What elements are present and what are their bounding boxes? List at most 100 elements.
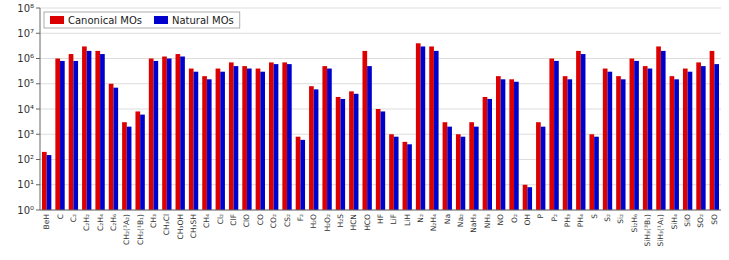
legend: Canonical MOs Natural MOs <box>44 12 240 28</box>
tick-label: CH₂(¹B₁) <box>136 214 145 245</box>
bar <box>527 187 532 210</box>
tick-mark <box>36 159 40 160</box>
bar <box>501 79 506 210</box>
tick-label: N₂ <box>416 214 425 223</box>
bar <box>389 134 394 210</box>
y-axis: 10⁰10¹10²10³10⁴10⁵10⁶10⁷10⁸ <box>17 3 40 216</box>
bar <box>154 61 159 210</box>
bar <box>621 79 626 210</box>
bar <box>714 64 719 210</box>
bar <box>122 122 127 210</box>
tick-mark <box>36 210 40 211</box>
bar <box>421 46 426 210</box>
tick-label: 10⁴ <box>17 104 34 115</box>
bar <box>296 137 301 210</box>
bar <box>354 94 359 210</box>
tick-label: 10¹ <box>17 179 34 190</box>
bar <box>696 62 701 210</box>
tick-mark <box>36 184 40 185</box>
bar <box>229 62 234 210</box>
tick-label: SiH₃(¹A₁) <box>656 214 665 247</box>
bar <box>367 66 372 210</box>
tick-label: F₂ <box>296 214 305 221</box>
tick-label: OH <box>523 214 532 226</box>
bar <box>127 127 132 210</box>
bar <box>180 57 185 210</box>
bar <box>514 82 519 210</box>
bar <box>327 69 332 210</box>
legend-box <box>44 12 240 28</box>
tick-label: 10⁶ <box>17 53 34 64</box>
bar <box>362 51 367 210</box>
tick-label: CH₃OH <box>176 214 185 239</box>
bar <box>135 111 140 210</box>
tick-mark <box>36 109 40 110</box>
legend-label: Canonical MOs <box>68 15 142 26</box>
tick-label: 10³ <box>17 129 34 140</box>
bar <box>661 51 666 210</box>
tick-label: CS₂ <box>283 214 292 227</box>
bar <box>42 152 47 210</box>
tick-label: 10⁸ <box>17 3 34 14</box>
bar <box>376 109 381 210</box>
bar <box>710 51 715 210</box>
tick-label: H₂O₂ <box>323 214 332 232</box>
bar <box>189 69 194 210</box>
x-axis: BeHCC₂C₂H₂C₂H₄C₂H₆CH₂(³A₂)CH₂(¹B₁)CH₃CH₃… <box>42 214 719 247</box>
tick-label: HCO <box>363 214 372 231</box>
bar <box>82 46 87 210</box>
tick-label: S₂ <box>603 214 612 222</box>
grid-line <box>40 8 721 9</box>
bars <box>42 43 719 210</box>
tick-label: CH₃ <box>149 214 158 228</box>
bar <box>416 43 421 210</box>
tick-label: PH₄ <box>576 214 585 227</box>
tick-label: LiF <box>389 214 398 225</box>
tick-label: S <box>590 214 599 219</box>
bar <box>113 88 118 210</box>
bar <box>149 59 154 211</box>
tick-label: Na <box>443 214 452 224</box>
tick-label: C₂H₄ <box>96 214 105 231</box>
tick-label: NaH₃ <box>469 214 478 233</box>
bar <box>634 61 639 210</box>
tick-label: ClO <box>242 214 251 227</box>
bar <box>87 51 92 210</box>
bar <box>216 69 221 210</box>
tick-label: PH₃ <box>563 214 572 227</box>
bar <box>523 185 528 210</box>
tick-mark <box>36 134 40 135</box>
grid <box>40 8 721 210</box>
bar <box>60 61 65 210</box>
tick-label: N₂H₄ <box>429 214 438 231</box>
bar <box>701 66 706 210</box>
bar <box>242 66 247 210</box>
bar <box>456 134 461 210</box>
bar <box>563 76 568 210</box>
tick-mark <box>36 58 40 59</box>
bar <box>336 97 341 210</box>
bar <box>260 72 265 210</box>
legend-label: Natural MOs <box>172 15 234 26</box>
bar <box>282 62 287 210</box>
grid-line <box>40 58 721 59</box>
tick-label: HCN <box>349 214 358 231</box>
tick-label: SiH₄ <box>670 214 679 230</box>
bar <box>256 69 261 210</box>
bar <box>202 76 207 210</box>
bar <box>234 66 239 210</box>
bar <box>683 69 688 210</box>
bar <box>536 122 541 210</box>
bar <box>589 134 594 210</box>
bar <box>674 79 679 210</box>
bar <box>69 54 74 210</box>
bar <box>576 51 581 210</box>
bar <box>162 57 167 210</box>
bar <box>581 54 586 210</box>
grid-line <box>40 33 721 34</box>
bar <box>287 64 292 210</box>
tick-label: H₂O <box>309 214 318 229</box>
tick-label: C₂ <box>69 214 78 222</box>
bar <box>322 66 327 210</box>
tick-label: C₂H₂ <box>82 214 91 231</box>
